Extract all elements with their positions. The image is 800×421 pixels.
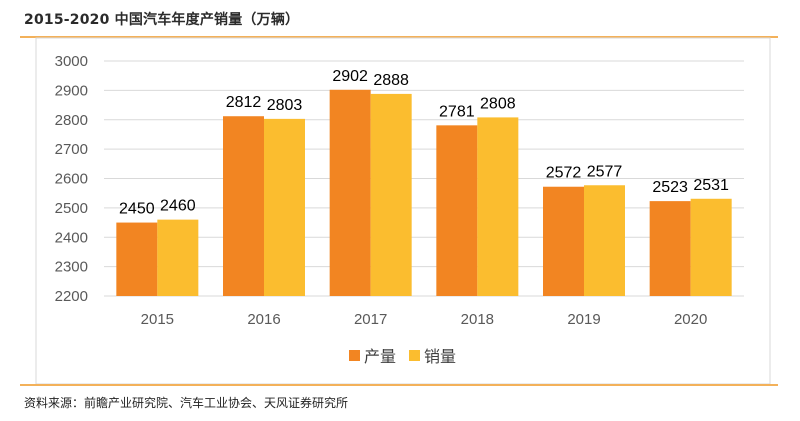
x-tick-label: 2020 [674,311,707,328]
bar-production-2018 [436,125,478,296]
y-tick-label: 2500 [55,200,88,217]
x-axis-ticks: 2015 2016 2017 2018 2019 2020 [141,311,708,328]
legend-label-sales: 销量 [424,347,456,366]
data-label-sales-2017: 2888 [373,72,409,89]
top-rule [20,36,778,38]
bar-production-2019 [543,186,584,296]
bar-sales-2020 [690,198,732,296]
data-label-sales-2015: 2460 [160,198,196,215]
y-tick-label: 2800 [55,112,88,129]
bar-production-2020 [649,201,691,296]
y-tick-label: 2200 [55,288,88,305]
y-tick-label: 2700 [55,141,88,158]
data-labels: 2450 2460 2812 2803 2902 2888 2781 2808 2572 2577… [119,68,729,218]
y-tick-label: 2400 [55,229,88,246]
data-label-production-2016: 2812 [226,94,262,111]
bar-sales-2015 [157,219,199,296]
bar-sales-2017 [370,93,412,297]
legend-label-production: 产量 [364,347,396,366]
bar-production-2017 [329,89,371,296]
data-label-sales-2020: 2531 [693,177,729,194]
chart-title: 2015-2020 中国汽车年度产销量（万辆） [24,12,300,28]
data-label-production-2019: 2572 [546,165,582,182]
y-tick-label: 3000 [55,53,88,70]
bar-production-2016 [223,116,264,296]
x-tick-label: 2015 [141,311,174,328]
x-tick-label: 2017 [354,311,387,328]
data-label-production-2017: 2902 [332,68,368,85]
bar-sales-2019 [584,185,625,296]
data-label-sales-2016: 2803 [267,97,303,114]
source-note: 资料来源：前瞻产业研究院、汽车工业协会、天风证券研究所 [24,396,349,410]
data-label-sales-2019: 2577 [587,163,623,180]
data-label-production-2020: 2523 [652,179,688,196]
x-tick-label: 2019 [567,311,600,328]
y-tick-label: 2300 [55,259,88,276]
bottom-rule [20,384,778,386]
bar-production-2015 [116,222,158,296]
bars [116,89,732,297]
x-tick-label: 2016 [247,311,280,328]
x-tick-label: 2018 [461,311,494,328]
legend-swatch-sales [409,350,420,361]
bar-sales-2016 [264,118,305,297]
data-label-production-2018: 2781 [439,103,475,120]
data-label-production-2015: 2450 [119,201,155,218]
y-tick-label: 2900 [55,82,88,99]
legend: 产量 销量 [349,347,456,366]
y-tick-label: 2600 [55,171,88,188]
bar-sales-2018 [477,117,519,297]
y-axis-ticks: 2200 2300 2400 2500 2600 2700 2800 2900 3000 [55,53,88,305]
data-label-sales-2018: 2808 [480,95,516,112]
legend-swatch-production [349,350,360,361]
gridlines [104,60,744,297]
